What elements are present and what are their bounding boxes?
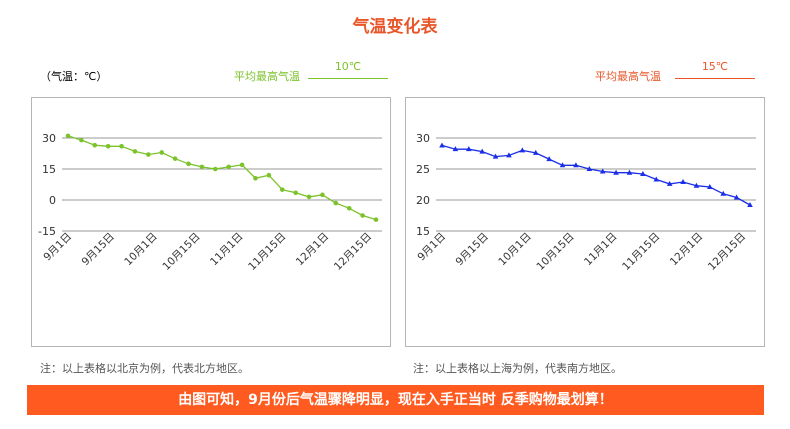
south-data-point <box>559 162 566 168</box>
promo-banner: 由图可知，9月份后气温骤降明显，现在入手正当时 反季购物最划算！ <box>27 385 764 415</box>
south-data-point <box>519 147 526 153</box>
north-data-point <box>360 213 365 218</box>
south-data-point <box>439 142 445 148</box>
north-data-point <box>119 143 124 149</box>
south-data-point <box>532 149 539 155</box>
x-tick-label: 9月15日 <box>453 231 491 269</box>
south-data-point <box>452 146 459 152</box>
south-data-point <box>479 148 485 154</box>
north-data-point <box>266 172 272 178</box>
unit-label: （气温：℃） <box>40 70 108 83</box>
x-tick-label: 10月1日 <box>122 231 160 269</box>
north-data-point <box>159 150 165 155</box>
x-tick-label: 12月1日 <box>668 231 706 269</box>
north-data-point <box>226 164 231 170</box>
south-data-point <box>626 169 633 175</box>
north-data-point <box>333 200 339 206</box>
north-data-point <box>172 156 178 161</box>
north-data-point <box>92 142 98 148</box>
south-data-point <box>666 180 673 186</box>
left-avg-underline <box>308 78 388 79</box>
x-tick-label: 9月15日 <box>79 231 117 269</box>
right-avg-underline <box>675 78 755 79</box>
left-avg-label: 平均最高气温 <box>234 70 300 83</box>
y-tick-label: 25 <box>416 163 430 176</box>
x-tick-label: 11月15日 <box>246 231 288 273</box>
y-tick-label: 30 <box>42 132 56 145</box>
south-data-point <box>506 152 512 158</box>
north-data-point <box>279 187 285 192</box>
south-data-point <box>613 169 619 175</box>
north-data-point <box>239 162 245 168</box>
south-data-point <box>586 166 593 171</box>
x-tick-label: 10月15日 <box>160 231 202 273</box>
north-data-point <box>79 137 84 143</box>
south-series-line <box>441 144 751 206</box>
south-data-point <box>465 146 472 152</box>
north-data-point <box>105 143 111 149</box>
north-data-point <box>253 176 258 181</box>
south-data-point <box>707 183 713 189</box>
south-data-point <box>546 156 552 162</box>
x-tick-label: 11月1日 <box>208 231 246 269</box>
south-data-point <box>733 194 740 200</box>
y-tick-label: 0 <box>49 194 56 207</box>
x-tick-label: 12月15日 <box>332 231 374 273</box>
north-series-line <box>67 135 377 221</box>
y-tick-label: -15 <box>38 225 56 238</box>
y-tick-label: 20 <box>416 194 430 207</box>
south-data-point <box>693 182 700 188</box>
north-chart-panel: 30 15 0 -15 9月1日 9月15日 10月1日 10月15日 11月1日 11月15日 1… <box>31 97 391 347</box>
north-data-point <box>373 217 379 222</box>
north-data-point <box>306 194 312 200</box>
north-data-point <box>213 166 218 172</box>
south-data-point <box>747 201 753 207</box>
right-avg-label: 平均最高气温 <box>595 70 661 83</box>
north-data-point <box>320 192 325 198</box>
north-data-point <box>132 149 138 154</box>
north-data-point <box>146 152 151 157</box>
north-data-point <box>186 161 191 167</box>
right-avg-value: 15℃ <box>701 60 729 73</box>
y-tick-label: 15 <box>42 163 56 176</box>
x-tick-label: 10月15日 <box>534 231 576 273</box>
x-tick-label: 12月1日 <box>294 231 332 269</box>
left-avg-value: 10℃ <box>334 60 362 73</box>
north-data-point <box>199 164 205 170</box>
x-tick-label: 10月1日 <box>496 231 534 269</box>
south-data-point <box>680 179 686 185</box>
south-data-point <box>653 176 660 182</box>
south-note: 注：以上表格以上海为例，代表南方地区。 <box>413 362 622 375</box>
x-tick-label: 11月1日 <box>582 231 620 269</box>
north-data-point <box>293 190 298 196</box>
south-data-point <box>640 170 646 176</box>
south-data-point <box>720 190 727 196</box>
south-data-point <box>599 168 606 174</box>
south-data-point <box>492 153 499 159</box>
north-note: 注：以上表格以北京为例，代表北方地区。 <box>40 362 249 375</box>
x-tick-label: 11月15日 <box>620 231 662 273</box>
y-tick-label: 30 <box>416 132 430 145</box>
south-chart-panel: 30 25 20 15 9月1日 9月15日 10月1日 10月15日 11月1日 11月15日 1… <box>405 97 765 347</box>
x-tick-label: 12月15日 <box>706 231 748 273</box>
y-tick-label: 15 <box>416 225 430 238</box>
page-title: 气温变化表 <box>352 17 438 37</box>
north-data-point <box>65 133 71 139</box>
south-data-point <box>573 162 579 168</box>
north-data-point <box>346 205 352 211</box>
